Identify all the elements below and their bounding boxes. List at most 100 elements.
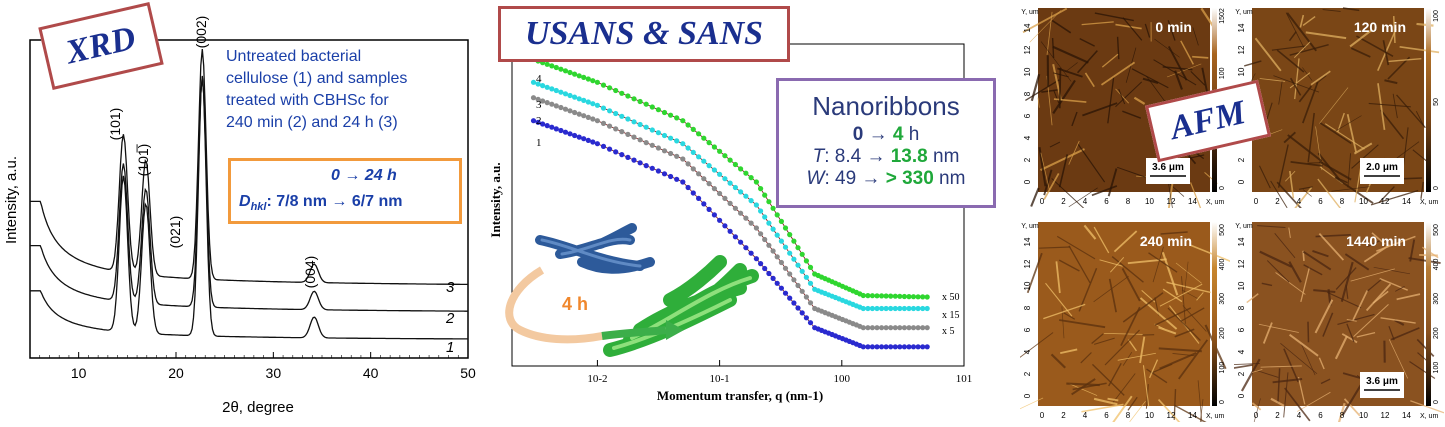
sans-point-series-1 xyxy=(590,139,595,144)
sans-point-series-4 xyxy=(879,293,884,298)
sans-point-series-4 xyxy=(712,144,717,149)
afm-y-tick-label: 10 xyxy=(1237,67,1246,76)
sans-point-series-3 xyxy=(775,233,780,238)
sans-point-series-1 xyxy=(567,131,572,136)
sans-point-series-2 xyxy=(762,237,767,242)
sans-point-series-3 xyxy=(916,306,921,311)
sans-point-series-2 xyxy=(545,100,550,105)
peak-label-021: (021) xyxy=(167,216,183,249)
sans-point-series-1 xyxy=(787,296,792,301)
sans-point-series-3 xyxy=(696,154,701,159)
sans-point-series-1 xyxy=(668,174,673,179)
afm-z-tick-label: 500 xyxy=(1219,224,1226,236)
nano-line3-b: : 49 → xyxy=(824,168,885,189)
sans-point-series-2 xyxy=(686,161,691,166)
sans-point-series-2 xyxy=(680,156,685,161)
sans-point-series-4 xyxy=(888,294,893,299)
afm-x-tick-label: 2 xyxy=(1061,411,1066,420)
sans-point-series-1 xyxy=(595,141,600,146)
afm-y-unit: Y, um xyxy=(1021,223,1039,230)
afm-x-tick-label: 12 xyxy=(1167,411,1176,420)
afm-y-tick-label: 14 xyxy=(1237,23,1246,32)
afm-y-unit: Y, um xyxy=(1235,9,1253,16)
sans-point-series-1 xyxy=(733,234,738,239)
afm-fiber xyxy=(1066,384,1099,385)
sans-point-series-3 xyxy=(567,93,572,98)
sans-point-series-4 xyxy=(783,225,788,230)
sans-point-series-2 xyxy=(787,271,792,276)
sans-point-series-1 xyxy=(722,223,727,228)
afm-y-tick-label: 8 xyxy=(1023,305,1032,310)
sans-point-series-4 xyxy=(545,62,550,67)
sans-badge: USANS & SANS xyxy=(498,6,790,62)
sans-point-series-2 xyxy=(549,102,554,107)
sans-point-series-4 xyxy=(549,63,554,68)
afm-y-tick-label: 10 xyxy=(1023,281,1032,290)
afm-z-tick-label: 100 xyxy=(1433,362,1440,374)
sans-point-series-4 xyxy=(572,72,577,77)
sans-x-axis-label: Momentum transfer, q (nm-1) xyxy=(657,388,823,403)
sans-point-series-4 xyxy=(925,294,930,299)
sans-point-series-2 xyxy=(779,260,784,265)
nano-line2-b: : 8.4 → xyxy=(824,146,891,167)
sans-point-series-3 xyxy=(791,257,796,262)
sans-point-series-1 xyxy=(766,271,771,276)
sans-point-series-4 xyxy=(754,179,759,184)
afm-fiber xyxy=(1060,68,1061,108)
afm-x-tick-label: 4 xyxy=(1083,411,1088,420)
sans-point-series-1 xyxy=(607,147,612,152)
afm-z-tick-label: 200 xyxy=(1219,327,1226,339)
sans-point-series-3 xyxy=(779,239,784,244)
sans-point-series-4 xyxy=(738,166,743,171)
sans-point-series-4 xyxy=(674,115,679,120)
sans-point-series-4 xyxy=(906,294,911,299)
sans-point-series-2 xyxy=(758,231,763,236)
peak-label-004: (004) xyxy=(302,256,318,289)
afm-z-tick-label: 200 xyxy=(1433,327,1440,339)
sans-point-series-4 xyxy=(775,212,780,217)
afm-x-tick-label: 6 xyxy=(1104,411,1109,420)
nanoribbons-thickness-line: T: 8.4 → 13.8 nm xyxy=(779,146,993,168)
afm-y-tick-label: 12 xyxy=(1237,45,1246,54)
sans-point-series-1 xyxy=(662,171,667,176)
xrd-curve-label-1: 1 xyxy=(446,339,454,356)
xrd-y-axis-label: Intensity, a.u. xyxy=(3,156,20,244)
sans-point-series-2 xyxy=(804,294,809,299)
afm-y-tick-label: 0 xyxy=(1237,179,1246,184)
nanoribbons-title: Nanoribbons xyxy=(779,91,993,122)
sans-point-series-1 xyxy=(601,144,606,149)
xrd-box-line1: 0 → 24 h xyxy=(331,167,397,185)
afm-panel: 150210050002468101214X, um14121086420Y, … xyxy=(1000,0,1445,422)
sans-point-series-3 xyxy=(601,106,606,111)
sans-point-series-1 xyxy=(804,315,809,320)
afm-scale-label: 3.6 μm xyxy=(1152,162,1184,173)
sans-point-series-4 xyxy=(554,65,559,70)
sans-point-series-1 xyxy=(771,276,776,281)
sans-point-series-3 xyxy=(911,306,916,311)
sans-point-series-3 xyxy=(686,145,691,150)
sans-point-series-4 xyxy=(581,75,586,80)
sans-point-series-3 xyxy=(808,281,813,286)
sans-point-series-3 xyxy=(870,306,875,311)
sans-point-series-1 xyxy=(674,177,679,182)
afm-y-tick-label: 6 xyxy=(1237,327,1246,332)
xrd-description-line: treated with CBHSc for xyxy=(226,90,466,112)
sans-point-series-1 xyxy=(754,256,759,261)
afm-y-tick-label: 14 xyxy=(1237,237,1246,246)
afm-x-tick-label: 8 xyxy=(1126,411,1131,420)
afm-y-tick-label: 0 xyxy=(1237,393,1246,398)
afm-y-tick-label: 14 xyxy=(1023,237,1032,246)
sans-point-series-2 xyxy=(563,107,568,112)
nano-line3-d: nm xyxy=(934,168,966,189)
arrow-time-label: 4 h xyxy=(562,294,588,314)
sans-point-series-4 xyxy=(586,76,591,81)
afm-z-tick-label: 50 xyxy=(1433,98,1440,106)
sans-point-series-4 xyxy=(758,186,763,191)
sans-point-series-2 xyxy=(775,254,780,259)
sans-point-series-1 xyxy=(554,126,559,131)
sans-point-series-1 xyxy=(563,130,568,135)
sans-point-series-2 xyxy=(712,186,717,191)
sans-point-series-2 xyxy=(668,151,673,156)
